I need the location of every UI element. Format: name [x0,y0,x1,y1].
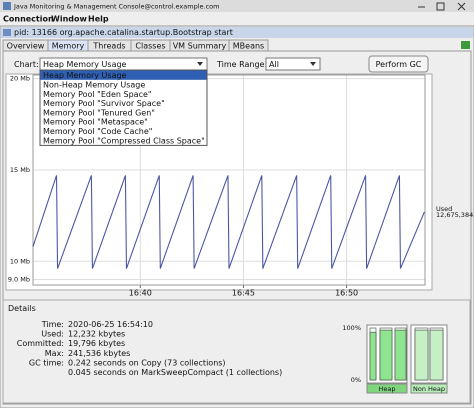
tab-label[interactable]: Memory [52,42,85,51]
x-tick-label: 16:45 [232,289,255,298]
pool-group-label-bg [410,383,448,394]
tab-label[interactable]: Overview [7,42,45,51]
chart-select-value[interactable]: Heap Memory Usage [43,60,127,69]
dropdown-item[interactable]: Memory Pool "Code Cache" [43,127,152,136]
dropdown-item[interactable]: Memory Pool "Eden Space" [43,90,152,99]
tab-label[interactable]: MBeans [233,42,264,51]
dropdown-list [39,69,208,146]
pool-bar [429,329,444,381]
dropdown-item[interactable]: Memory Pool "Compressed Class Space" [43,136,205,145]
detail-value: 241,536 kbytes [68,349,130,358]
pool-group-label-bg [366,383,408,394]
app-icon [3,2,11,10]
chart-select-arrow[interactable] [197,62,203,66]
time-range-label: Time Range: [216,60,267,69]
details: Time: 2020-06-25 16:54:10 Used: 12,232 kbyt… [17,320,283,377]
pool-bar [369,331,377,381]
perform-gc-label[interactable]: Perform GC [376,60,422,69]
title-bar [0,0,474,12]
annotation: 12,675,384 [436,211,473,219]
time-range-select[interactable] [265,57,321,71]
time-range-arrow[interactable] [310,62,316,66]
pool-group-label[interactable]: Non Heap [413,385,445,393]
frame-icon [3,29,11,36]
detail-value: 12,232 kbytes [68,330,125,339]
pool-bar [394,329,407,381]
tab[interactable] [228,39,269,52]
menu-item[interactable]: Help [88,15,109,24]
chart-label: Chart: [14,60,39,69]
dropdown-item[interactable]: Memory Pool "Metaspace" [43,118,148,127]
detail-label: GC time: [29,358,64,367]
x-tick-label: 16:50 [335,289,358,298]
window-title: Java Monitoring & Management Console@con… [13,3,219,11]
connection-icon [461,41,470,49]
perform-gc-button[interactable] [368,55,429,73]
detail-value: 0.242 seconds on Copy (73 collections) [68,358,226,367]
pool-group-label[interactable]: Heap [379,385,396,393]
dropdown-highlight [40,70,207,80]
y-tick-label: 20 Mb [10,75,30,83]
pool-tick-label: 0% [351,376,361,384]
detail-label: Committed: [17,339,64,348]
pool-chart: 100% 0% Heap Non Heap [342,324,448,394]
y-tick-label: 15 Mb [10,166,30,174]
dropdown-item[interactable]: Non-Heap Memory Usage [43,80,145,89]
dropdown-item[interactable]: Heap Memory Usage [43,71,127,80]
menu-bar [0,12,474,25]
detail-value: 0.045 seconds on MarkSweepCompact (1 col… [68,368,282,377]
detail-label: Used: [41,330,64,339]
pool-bar [379,329,393,381]
series-line [32,175,425,269]
frame-title: pid: 13166 org.apache.catalina.startup.B… [14,28,233,37]
detail-label: Max: [45,349,64,358]
pool-tick-label: 100% [342,324,361,332]
close-button[interactable] [457,2,466,11]
y-tick-label: 10 Mb [10,257,30,265]
detail-value: 19,796 kbytes [68,339,125,348]
menu-item[interactable]: Window [51,15,87,24]
detail-value: 2020-06-25 16:54:10 [68,320,153,329]
pool-bar [414,329,429,381]
tab-label[interactable]: Threads [92,42,125,51]
dropdown-item[interactable]: Memory Pool "Survivor Space" [43,99,165,108]
details-title: Details [8,304,36,313]
y-tick-label: 9.0 Mb [8,276,30,284]
tab-label[interactable]: Classes [135,42,165,51]
menu-item[interactable]: Connection [3,15,54,24]
legend-label: Used [436,205,452,213]
tab-label[interactable]: VM Summary [173,42,227,51]
x-tick-label: 16:40 [129,289,152,298]
plot-area [32,74,426,286]
detail-label: Time: [41,320,64,329]
time-range-value[interactable]: All [269,60,279,69]
dropdown-item[interactable]: Memory Pool "Tenured Gen" [43,108,155,117]
frame-title-bar [1,27,473,38]
maximize-button[interactable] [436,2,445,11]
